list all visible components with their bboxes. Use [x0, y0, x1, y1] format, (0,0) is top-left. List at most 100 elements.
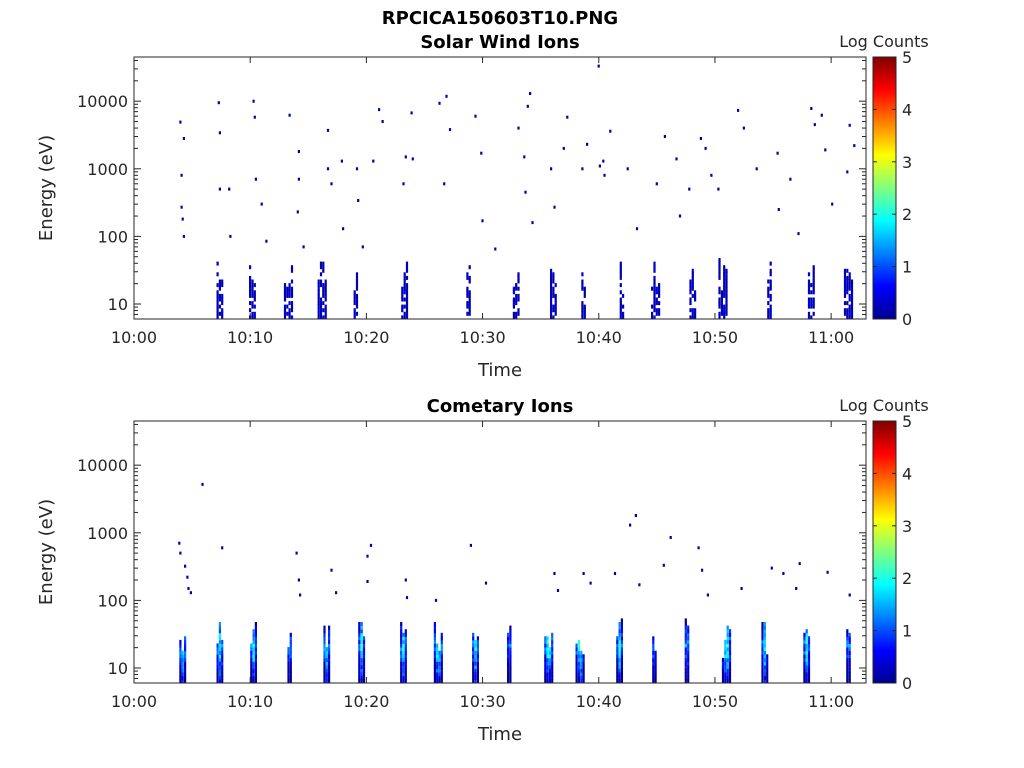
- heatmap-cell: [846, 679, 849, 683]
- heatmap-cell: [805, 654, 808, 659]
- heatmap-point: [434, 598, 438, 602]
- x-tick-label: 10:10: [227, 328, 273, 347]
- heatmap-cell: [726, 636, 729, 641]
- heatmap-cell: [328, 657, 331, 662]
- heatmap-cell: [846, 311, 849, 316]
- heatmap-cell: [580, 675, 583, 680]
- heatmap-cell: [400, 675, 403, 680]
- heatmap-cell: [509, 629, 512, 634]
- heatmap-cell: [254, 639, 257, 644]
- heatmap-cell: [468, 301, 471, 306]
- heatmap-cell: [216, 675, 219, 680]
- heatmap-cell: [362, 679, 366, 683]
- heatmap-cell: [684, 679, 687, 683]
- heatmap-cell: [763, 636, 766, 641]
- heatmap-cell: [328, 668, 331, 673]
- heatmap-cell: [654, 679, 657, 683]
- heatmap-cell: [254, 661, 257, 666]
- heatmap-cell: [846, 286, 849, 291]
- heatmap-cell: [652, 675, 655, 680]
- heatmap-cell: [221, 675, 224, 680]
- heatmap-cell: [653, 297, 656, 302]
- heatmap-cell: [805, 672, 808, 677]
- heatmap-point: [288, 113, 291, 117]
- heatmap-cell: [509, 672, 512, 677]
- heatmap-cell: [289, 675, 292, 680]
- heatmap-cell: [218, 629, 221, 634]
- heatmap-cell: [726, 679, 729, 683]
- heatmap-cell: [583, 293, 586, 298]
- heatmap-cell: [249, 286, 252, 291]
- heatmap-cell: [319, 311, 323, 316]
- heatmap-cell: [218, 311, 221, 316]
- heatmap-cell: [402, 679, 405, 683]
- heatmap-cell: [805, 675, 808, 680]
- heatmap-cell: [812, 279, 815, 284]
- y-axis-label: Energy (eV): [36, 499, 57, 605]
- heatmap-cell: [554, 304, 557, 309]
- x-tick-label: 10:40: [576, 692, 622, 711]
- heatmap-cell: [507, 657, 510, 662]
- heatmap-cell: [653, 308, 656, 313]
- heatmap-cell: [218, 283, 221, 288]
- heatmap-cell: [218, 668, 221, 673]
- heatmap-cell: [328, 661, 331, 666]
- heatmap-cell: [551, 668, 554, 673]
- heatmap-cell: [254, 650, 257, 655]
- x-tick-label: 10:50: [692, 328, 738, 347]
- heatmap-cell: [405, 304, 409, 309]
- heatmap-cell: [433, 679, 436, 683]
- heatmap-cell: [616, 672, 619, 677]
- heatmap-cell: [474, 668, 477, 673]
- colorbar-tick-label: 3: [902, 517, 912, 536]
- heatmap-cell: [317, 283, 320, 288]
- heatmap-cell: [550, 308, 553, 313]
- heatmap-cell: [550, 290, 553, 295]
- heatmap-cell: [250, 643, 253, 648]
- heatmap-cell: [468, 297, 471, 302]
- heatmap-point: [378, 108, 381, 112]
- heatmap-cell: [546, 657, 549, 662]
- heatmap-cells: [179, 64, 856, 319]
- heatmap-cell: [544, 679, 547, 683]
- heatmap-cell: [620, 636, 623, 641]
- heatmap-cell: [658, 308, 661, 313]
- heatmap-cell: [812, 304, 815, 309]
- heatmap-point: [613, 572, 617, 575]
- heatmap-cell: [619, 297, 622, 302]
- heatmap-cell: [221, 643, 224, 648]
- heatmap-point: [704, 146, 707, 150]
- heatmap-cell: [433, 643, 436, 648]
- heatmap-cell: [404, 629, 407, 634]
- heatmap-cell: [848, 308, 851, 313]
- x-tick-label: 10:20: [343, 328, 389, 347]
- heatmap-cell: [403, 272, 406, 277]
- heatmap-cell: [515, 315, 518, 319]
- x-tick-label: 11:00: [808, 692, 854, 711]
- heatmap-cell: [581, 283, 584, 288]
- heatmap-cell: [400, 643, 403, 648]
- heatmap-cell: [687, 665, 690, 670]
- heatmap-cell: [436, 665, 439, 670]
- heatmap-cell: [577, 672, 580, 677]
- heatmap-cell: [403, 304, 406, 309]
- x-axis-label: Time: [477, 360, 522, 381]
- heatmap-cell: [728, 675, 732, 680]
- heatmap-cell: [687, 629, 690, 634]
- heatmap-cell: [684, 618, 687, 623]
- heatmap-cell: [548, 672, 551, 677]
- heatmap-cell: [761, 657, 764, 662]
- heatmap-cell: [725, 275, 728, 280]
- heatmap-cell: [358, 650, 361, 655]
- heatmap-cell: [850, 297, 854, 302]
- heatmap-cell: [517, 272, 520, 277]
- heatmap-point: [296, 210, 299, 214]
- heatmap-cell: [848, 647, 851, 652]
- heatmap-cell: [433, 639, 436, 644]
- heatmap-cell: [616, 657, 619, 662]
- heatmap-cell: [548, 654, 551, 659]
- heatmap-cell: [581, 279, 584, 284]
- heatmap-point: [831, 202, 834, 206]
- heatmap-cell: [761, 636, 764, 641]
- heatmap-cell: [404, 661, 407, 666]
